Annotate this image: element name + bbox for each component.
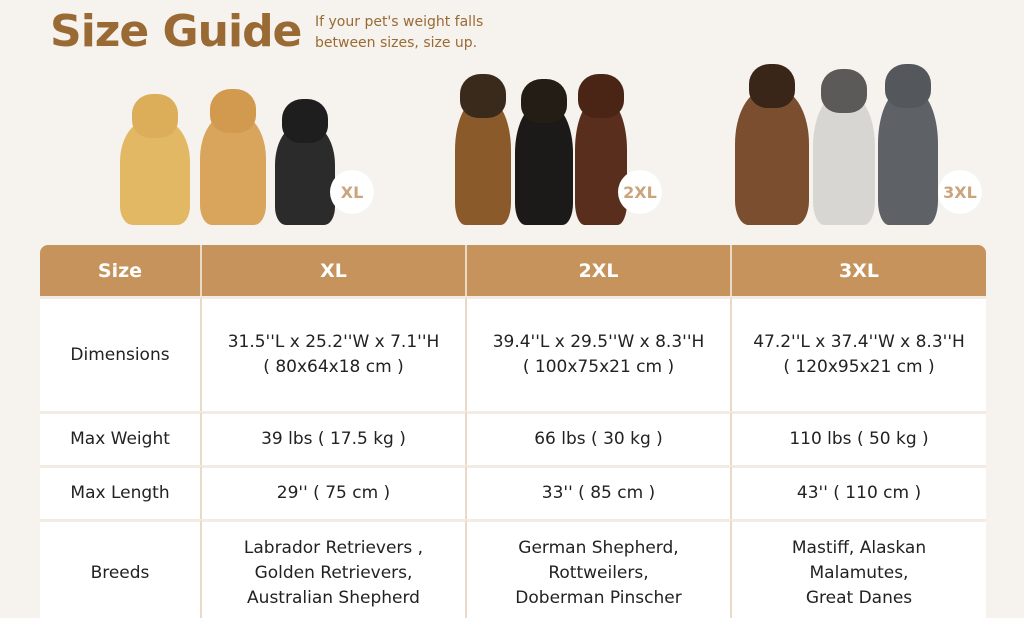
- dog-group-2xl: 2XL: [450, 55, 670, 235]
- border-collie-image: [275, 99, 335, 225]
- dog-group-3xl: 3XL: [735, 55, 985, 235]
- breed-line: Mastiff, Alaskan: [791, 537, 927, 558]
- table-row-breeds: Breeds Labrador Retrievers , Golden Retri…: [40, 519, 986, 618]
- labrador-image: [120, 94, 190, 225]
- column-header-size: Size: [40, 245, 202, 296]
- table-row-max-length: Max Length 29'' ( 75 cm ) 33'' ( 85 cm )…: [40, 465, 986, 519]
- page-title: Size Guide: [50, 6, 302, 57]
- alaskan-malamute-image: [813, 69, 875, 225]
- table-header-row: Size XL 2XL 3XL: [40, 245, 986, 296]
- row-label-dimensions: Dimensions: [40, 296, 202, 411]
- cell-max-weight-xl: 39 lbs ( 17.5 kg ): [202, 411, 467, 465]
- row-label-max-length: Max Length: [40, 465, 202, 519]
- cell-max-length-3xl: 43'' ( 110 cm ): [732, 465, 986, 519]
- dimensions-3xl-cm: ( 120x95x21 cm ): [783, 357, 935, 377]
- cell-max-weight-3xl: 110 lbs ( 50 kg ): [732, 411, 986, 465]
- dimensions-3xl-inches: 47.2''L x 37.4''W x 8.3''H: [753, 332, 965, 352]
- dimensions-2xl-inches: 39.4''L x 29.5''W x 8.3''H: [492, 332, 705, 352]
- cell-breeds-3xl: Mastiff, Alaskan Malamutes, Great Danes: [732, 519, 986, 618]
- size-up-note: If your pet's weight falls between sizes…: [315, 14, 484, 51]
- breed-line: Labrador Retrievers ,: [243, 537, 424, 558]
- breed-line: German Shepherd,: [518, 537, 679, 558]
- dog-group-xl: XL: [80, 55, 380, 235]
- size-badge-xl: XL: [330, 170, 374, 214]
- rottweiler-image: [515, 79, 573, 225]
- cell-dimensions-2xl: 39.4''L x 29.5''W x 8.3''H ( 100x75x21 cm…: [467, 296, 732, 411]
- dimensions-xl-inches: 31.5''L x 25.2''W x 7.1''H: [227, 332, 440, 352]
- breed-line: Australian Shepherd: [247, 587, 420, 608]
- dimensions-2xl-cm: ( 100x75x21 cm ): [522, 357, 675, 377]
- dimensions-xl-cm: ( 80x64x18 cm ): [263, 357, 404, 377]
- breed-line: Malamutes,: [809, 562, 909, 583]
- size-badge-2xl: 2XL: [618, 170, 662, 214]
- cell-breeds-xl: Labrador Retrievers , Golden Retrievers, A…: [202, 519, 467, 618]
- cell-max-weight-2xl: 66 lbs ( 30 kg ): [467, 411, 732, 465]
- cell-max-length-xl: 29'' ( 75 cm ): [202, 465, 467, 519]
- table-row-max-weight: Max Weight 39 lbs ( 17.5 kg ) 66 lbs ( 3…: [40, 411, 986, 465]
- breed-line: Rottweilers,: [548, 562, 649, 583]
- cell-dimensions-3xl: 47.2''L x 37.4''W x 8.3''H ( 120x95x21 cm…: [732, 296, 986, 411]
- size-badge-3xl: 3XL: [938, 170, 982, 214]
- table-row-dimensions: Dimensions 31.5''L x 25.2''W x 7.1''H ( 8…: [40, 296, 986, 411]
- breed-line: Doberman Pinscher: [515, 587, 682, 608]
- golden-retriever-image: [200, 89, 266, 225]
- column-header-xl: XL: [202, 245, 467, 296]
- cell-max-length-2xl: 33'' ( 85 cm ): [467, 465, 732, 519]
- row-label-breeds: Breeds: [40, 519, 202, 618]
- row-label-max-weight: Max Weight: [40, 411, 202, 465]
- doberman-image: [575, 74, 627, 225]
- size-table: Size XL 2XL 3XL Dimensions 31.5''L x 25.…: [40, 245, 986, 618]
- cell-dimensions-xl: 31.5''L x 25.2''W x 7.1''H ( 80x64x18 cm …: [202, 296, 467, 411]
- breed-line: Great Danes: [805, 587, 913, 608]
- column-header-2xl: 2XL: [467, 245, 732, 296]
- breed-line: Golden Retrievers,: [254, 562, 413, 583]
- great-dane-image: [878, 64, 938, 225]
- mastiff-image: [735, 64, 809, 225]
- german-shepherd-image: [455, 74, 511, 225]
- column-header-3xl: 3XL: [732, 245, 986, 296]
- cell-breeds-2xl: German Shepherd, Rottweilers, Doberman Pin…: [467, 519, 732, 618]
